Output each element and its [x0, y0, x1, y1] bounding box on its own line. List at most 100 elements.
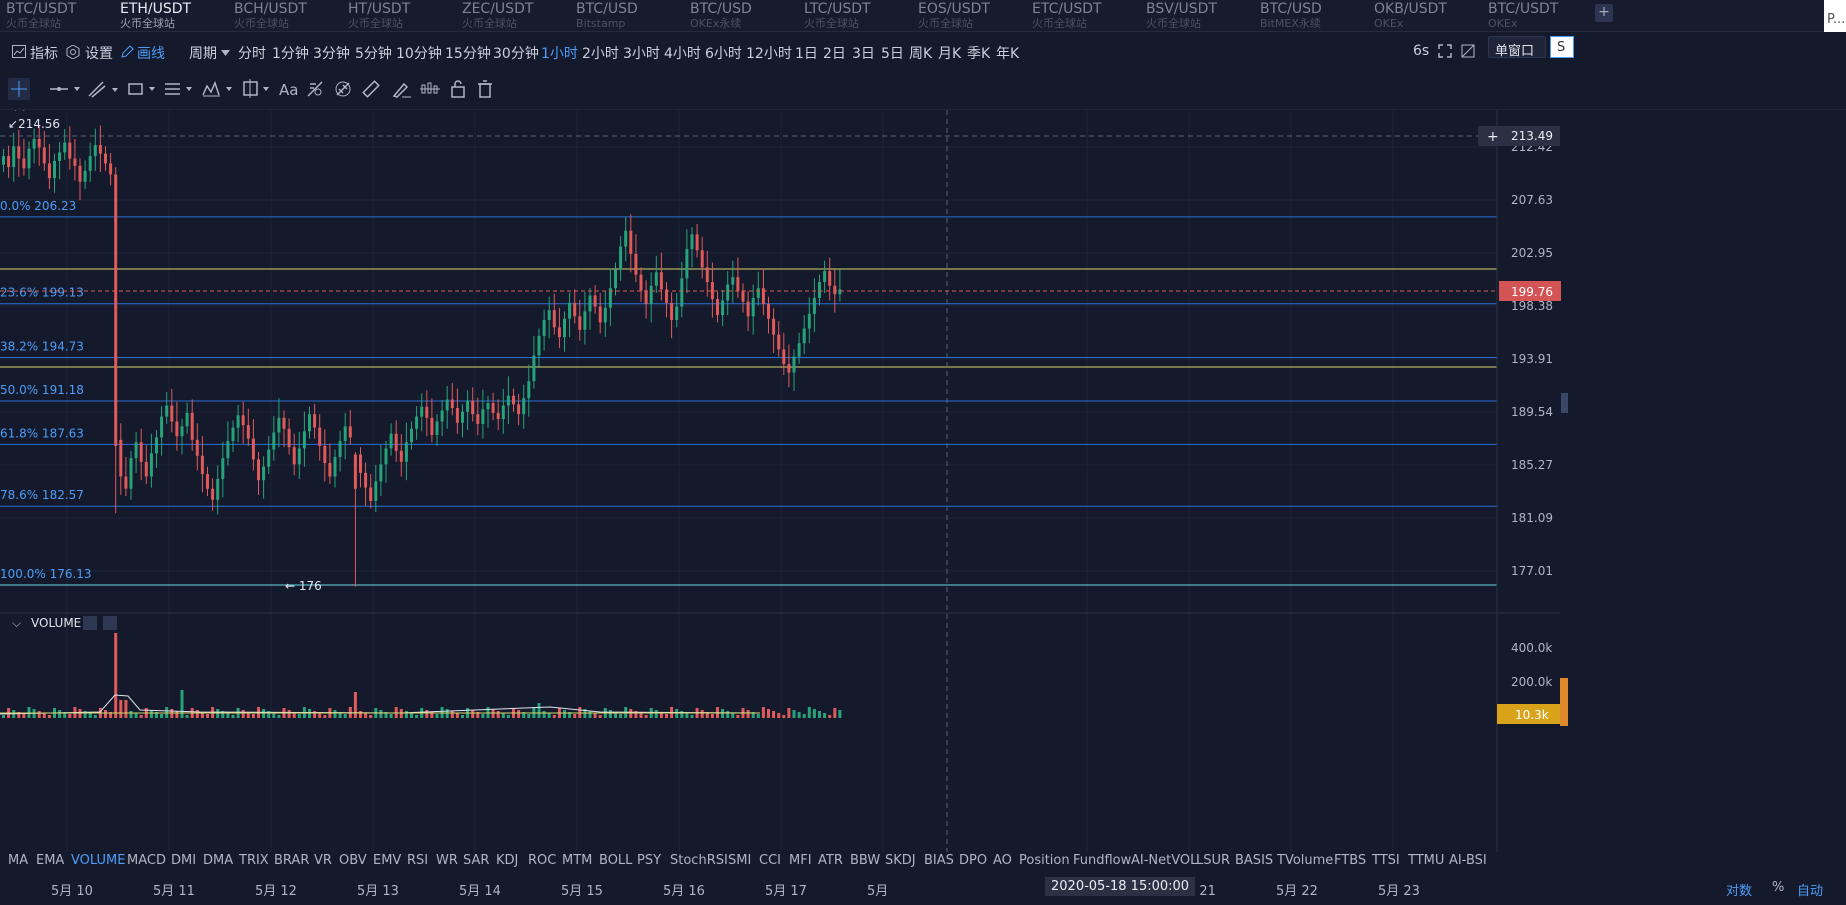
symbol-tab[interactable]: ETH/USDT 火币全球站 — [114, 0, 228, 32]
indicator-option[interactable]: BBW — [850, 853, 881, 868]
auto-scale-toggle[interactable]: 自动 — [1797, 884, 1824, 899]
indicator-option[interactable]: OBV — [339, 853, 367, 868]
indicator-option[interactable]: MTM — [562, 853, 593, 868]
brush-icon[interactable] — [392, 80, 412, 98]
period-option[interactable]: 1分钟 — [272, 46, 309, 62]
indicator-option[interactable]: KDJ — [496, 853, 519, 868]
indicator-option[interactable]: AI-NetVOL — [1131, 853, 1198, 868]
indicator-option[interactable]: LSUR — [1196, 853, 1231, 868]
indicator-option[interactable]: RSI — [407, 853, 429, 868]
period-option[interactable]: 周K — [909, 46, 933, 62]
symbol-tab[interactable]: OKB/USDT OKEx — [1368, 0, 1482, 32]
line-tool-icon[interactable] — [50, 84, 80, 94]
period-option[interactable]: 3日 — [852, 46, 875, 62]
period-option[interactable]: 3分钟 — [313, 46, 350, 62]
crosshair-tool[interactable] — [8, 78, 30, 100]
period-option[interactable]: 2日 — [823, 46, 846, 62]
annotation-tool-icon[interactable] — [306, 80, 324, 98]
log-scale-toggle[interactable]: 对数 — [1726, 884, 1753, 899]
indicator-option[interactable]: TTMU — [1408, 853, 1445, 868]
lock-icon[interactable] — [450, 80, 466, 98]
indicator-option[interactable]: Position — [1019, 853, 1070, 868]
channel-tool-icon[interactable] — [88, 80, 118, 98]
add-tab-button[interactable]: + — [1595, 4, 1613, 22]
symbol-search-input[interactable]: P... — [1824, 0, 1846, 40]
price-chart[interactable]: 0.0% 206.23 23.6% 199.13 38.2% 194.73 50.0%… — [0, 110, 1846, 905]
trash-icon[interactable] — [477, 80, 493, 98]
period-option[interactable]: 10分钟 — [396, 46, 442, 62]
measure-tool-icon[interactable] — [242, 79, 274, 99]
period-option[interactable]: 15分钟 — [445, 46, 491, 62]
symbol-tab[interactable]: BCH/USDT 火币全球站 — [228, 0, 342, 32]
indicator-option[interactable]: WR — [436, 853, 458, 868]
indicator-option[interactable]: MACD — [127, 853, 166, 868]
period-option[interactable]: 年K — [996, 46, 1020, 62]
indicator-option[interactable]: EMA — [36, 853, 65, 868]
indicator-option[interactable]: BOLL — [599, 853, 633, 868]
period-option[interactable]: 2小时 — [582, 46, 619, 62]
percent-scale-toggle[interactable]: % — [1772, 880, 1785, 895]
indicator-option[interactable]: MFI — [789, 853, 812, 868]
period-option[interactable]: 月K — [938, 46, 962, 62]
symbol-tab[interactable]: BSV/USDT 火币全球站 — [1140, 0, 1254, 32]
symbol-tab[interactable]: BTC/USD OKEx永续 — [684, 0, 798, 32]
indicator-option[interactable]: AI-BSI — [1449, 853, 1487, 868]
indicator-option[interactable]: VOLUME — [71, 853, 126, 868]
indicator-option[interactable]: DMI — [171, 853, 197, 868]
symbol-tab[interactable]: LTC/USDT 火币全球站 — [798, 0, 912, 32]
indicator-option[interactable]: BIAS — [924, 853, 954, 868]
period-option[interactable]: 6小时 — [705, 46, 742, 62]
indicator-option[interactable]: EMV — [373, 853, 402, 868]
period-option[interactable]: 季K — [967, 46, 991, 62]
symbol-tab[interactable]: ETC/USDT 火币全球站 — [1026, 0, 1140, 32]
indicator-option[interactable]: TTSI — [1372, 853, 1400, 868]
text-tool[interactable]: Aa — [279, 81, 299, 99]
pattern-tool-icon[interactable] — [202, 80, 234, 98]
symbol-tab[interactable]: HT/USDT 火币全球站 — [342, 0, 456, 32]
indicator-option[interactable]: TVolume — [1277, 853, 1334, 868]
indicator-option[interactable]: SAR — [463, 853, 490, 868]
magnet-icon[interactable] — [334, 80, 352, 98]
indicator-option[interactable]: ROC — [528, 853, 557, 868]
candles-icon[interactable] — [420, 80, 440, 98]
period-option[interactable]: 4小时 — [664, 46, 701, 62]
indicator-option[interactable]: StochRSI — [670, 853, 728, 868]
indicator-option[interactable]: CCI — [759, 853, 781, 868]
screenshot-icon[interactable] — [1461, 44, 1475, 58]
window-input[interactable]: S — [1550, 36, 1574, 58]
ruler-icon[interactable] — [362, 80, 380, 98]
indicator-option[interactable]: VR — [314, 853, 332, 868]
period-option[interactable]: 30分钟 — [493, 46, 539, 62]
indicator-option[interactable]: BRAR — [274, 853, 310, 868]
fullscreen-icon[interactable] — [1438, 44, 1452, 58]
indicator-option[interactable]: SMI — [728, 853, 752, 868]
period-option[interactable]: 12小时 — [746, 46, 792, 62]
period-option[interactable]: 分时 — [238, 46, 266, 62]
period-option[interactable]: 1日 — [795, 46, 818, 62]
indicator-option[interactable]: BASIS — [1235, 853, 1274, 868]
symbol-tab[interactable]: ZEC/USDT 火币全球站 — [456, 0, 570, 32]
refresh-interval[interactable]: 6s — [1413, 43, 1430, 59]
period-dropdown[interactable]: 周期 — [189, 46, 217, 62]
indicator-option[interactable]: TRIX — [239, 853, 269, 868]
indicator-option[interactable]: PSY — [637, 853, 662, 868]
window-mode-select[interactable]: 单窗口 — [1488, 36, 1546, 59]
indicator-option[interactable]: DPO — [959, 853, 988, 868]
period-option[interactable]: 1小时 — [541, 46, 578, 62]
rectangle-tool-icon[interactable] — [128, 81, 158, 97]
indicator-option[interactable]: ATR — [818, 853, 843, 868]
indicator-option[interactable]: Fundflow — [1073, 853, 1132, 868]
indicator-option[interactable]: SKDJ — [885, 853, 916, 868]
settings-button[interactable]: 设置 — [85, 46, 113, 62]
indicator-option[interactable]: AO — [993, 853, 1012, 868]
symbol-tab[interactable]: BTC/USDT 火币全球站 — [0, 0, 114, 32]
fib-tool-icon[interactable] — [164, 81, 194, 97]
indicator-option[interactable]: MA — [8, 853, 29, 868]
indicator-option[interactable]: DMA — [203, 853, 234, 868]
symbol-tab[interactable]: EOS/USDT 火币全球站 — [912, 0, 1026, 32]
period-option[interactable]: 5日 — [881, 46, 904, 62]
symbol-tab[interactable]: BTC/USD Bitstamp — [570, 0, 684, 32]
indicator-option[interactable]: FTBS — [1334, 853, 1367, 868]
period-option[interactable]: 3小时 — [623, 46, 660, 62]
period-option[interactable]: 5分钟 — [355, 46, 392, 62]
